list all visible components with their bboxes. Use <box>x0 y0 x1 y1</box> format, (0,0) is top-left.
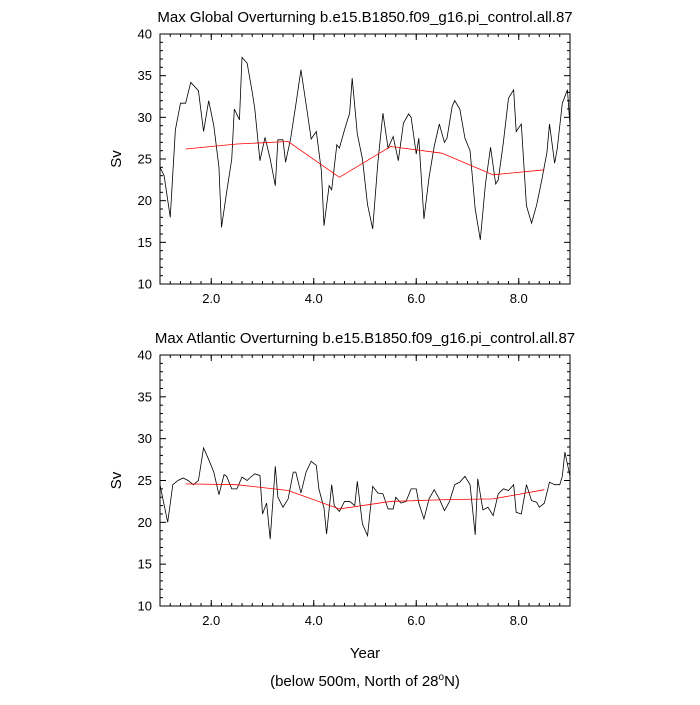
x-tick-label: 4.0 <box>305 291 323 306</box>
footer: (below 500m, North of 28oN) <box>270 672 460 690</box>
footer-text: N) <box>444 673 460 690</box>
plot-frame <box>159 33 571 285</box>
y-tick-label: 35 <box>138 389 152 404</box>
footer-sup: o <box>439 672 445 683</box>
series-line <box>159 56 571 240</box>
y-tick-label: 40 <box>138 27 152 42</box>
y-axis-label: Sv <box>108 150 125 168</box>
series-line <box>185 483 545 510</box>
y-tick-label: 10 <box>138 599 152 614</box>
x-tick-label: 2.0 <box>202 613 220 628</box>
x-tick-label: 6.0 <box>407 291 425 306</box>
y-tick-label: 20 <box>138 515 152 530</box>
x-tick-label: 8.0 <box>510 613 528 628</box>
footer-text: (below 500m, North of 28 <box>270 673 438 690</box>
chart-title: Max Global Overturning b.e15.B1850.f09_g… <box>157 9 572 26</box>
plot-frame <box>159 354 571 607</box>
y-tick-label: 25 <box>138 152 152 167</box>
series-line <box>159 446 571 540</box>
x-axis-label: Year <box>350 645 380 662</box>
y-tick-label: 15 <box>138 557 152 572</box>
y-tick-label: 25 <box>138 473 152 488</box>
x-tick-label: 2.0 <box>202 291 220 306</box>
y-tick-label: 15 <box>138 235 152 250</box>
y-tick-label: 35 <box>138 68 152 83</box>
y-tick-label: 30 <box>138 431 152 446</box>
y-tick-label: 40 <box>138 348 152 363</box>
x-tick-label: 6.0 <box>407 613 425 628</box>
y-tick-label: 20 <box>138 193 152 208</box>
series-line <box>185 141 545 178</box>
y-tick-label: 10 <box>138 277 152 292</box>
chart-title: Max Atlantic Overturning b.e15.B1850.f09… <box>155 330 575 347</box>
x-tick-label: 4.0 <box>305 613 323 628</box>
y-axis-label: Sv <box>108 471 125 489</box>
x-tick-label: 8.0 <box>510 291 528 306</box>
y-tick-label: 30 <box>138 110 152 125</box>
